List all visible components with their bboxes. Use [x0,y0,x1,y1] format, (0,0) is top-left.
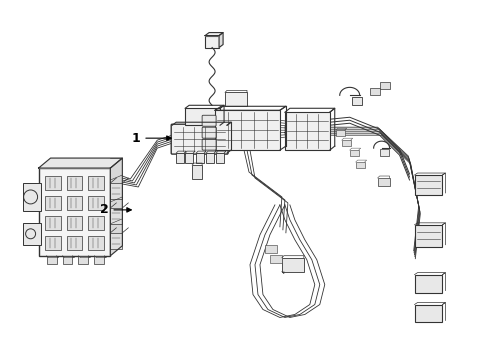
FancyBboxPatch shape [202,115,216,126]
FancyBboxPatch shape [95,256,104,264]
FancyBboxPatch shape [67,196,82,210]
FancyBboxPatch shape [215,110,280,150]
Polygon shape [219,32,223,48]
FancyBboxPatch shape [202,127,216,138]
FancyBboxPatch shape [67,176,82,190]
FancyBboxPatch shape [270,255,282,263]
FancyBboxPatch shape [380,149,389,156]
FancyBboxPatch shape [205,36,219,48]
Text: 1: 1 [131,132,171,145]
Polygon shape [110,158,122,256]
FancyBboxPatch shape [67,216,82,230]
FancyBboxPatch shape [206,153,214,163]
Polygon shape [39,158,122,168]
FancyBboxPatch shape [67,236,82,250]
FancyBboxPatch shape [415,305,442,323]
FancyBboxPatch shape [265,245,277,253]
FancyBboxPatch shape [202,139,216,150]
FancyBboxPatch shape [23,223,41,245]
FancyBboxPatch shape [78,256,89,264]
FancyBboxPatch shape [63,256,73,264]
FancyBboxPatch shape [336,130,345,136]
FancyBboxPatch shape [110,233,122,249]
FancyBboxPatch shape [216,153,224,163]
FancyBboxPatch shape [415,175,442,195]
FancyBboxPatch shape [45,236,61,250]
FancyBboxPatch shape [185,153,193,163]
FancyBboxPatch shape [352,97,362,105]
FancyBboxPatch shape [380,82,390,89]
FancyBboxPatch shape [282,258,304,272]
FancyBboxPatch shape [110,183,122,199]
FancyBboxPatch shape [23,183,41,211]
FancyBboxPatch shape [89,176,104,190]
FancyBboxPatch shape [45,196,61,210]
FancyBboxPatch shape [415,225,442,247]
FancyBboxPatch shape [350,150,359,156]
FancyBboxPatch shape [89,236,104,250]
FancyBboxPatch shape [225,92,247,106]
FancyBboxPatch shape [369,88,380,95]
FancyBboxPatch shape [356,162,365,168]
FancyBboxPatch shape [192,165,202,179]
FancyBboxPatch shape [185,108,220,125]
FancyBboxPatch shape [45,176,61,190]
Text: 2: 2 [99,203,131,216]
FancyBboxPatch shape [171,124,228,154]
FancyBboxPatch shape [110,208,122,224]
FancyBboxPatch shape [45,216,61,230]
FancyBboxPatch shape [196,153,204,163]
FancyBboxPatch shape [342,140,351,146]
FancyBboxPatch shape [47,256,56,264]
FancyBboxPatch shape [39,168,110,256]
FancyBboxPatch shape [378,178,390,186]
FancyBboxPatch shape [415,275,442,293]
FancyBboxPatch shape [89,216,104,230]
Polygon shape [205,32,223,36]
FancyBboxPatch shape [176,153,184,163]
FancyBboxPatch shape [285,112,330,150]
FancyBboxPatch shape [89,196,104,210]
